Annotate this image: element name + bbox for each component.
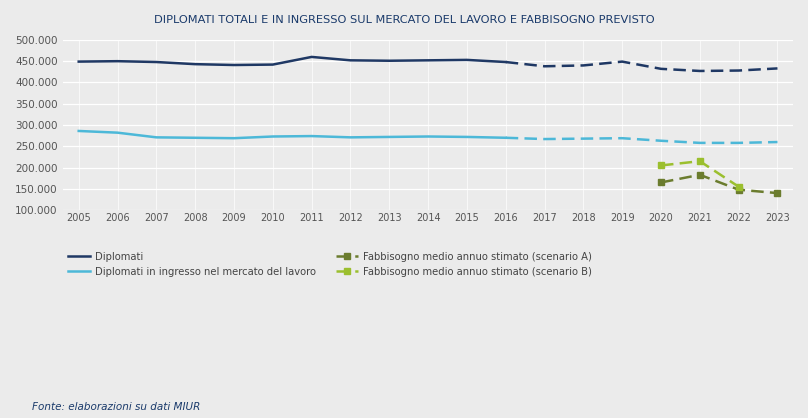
Text: DIPLOMATI TOTALI E IN INGRESSO SUL MERCATO DEL LAVORO E FABBISOGNO PREVISTO: DIPLOMATI TOTALI E IN INGRESSO SUL MERCA… <box>154 15 654 25</box>
Legend: Diplomati, Diplomati in ingresso nel mercato del lavoro, Fabbisogno medio annuo : Diplomati, Diplomati in ingresso nel mer… <box>68 252 592 277</box>
Text: Fonte: elaborazioni su dati MIUR: Fonte: elaborazioni su dati MIUR <box>32 402 200 412</box>
